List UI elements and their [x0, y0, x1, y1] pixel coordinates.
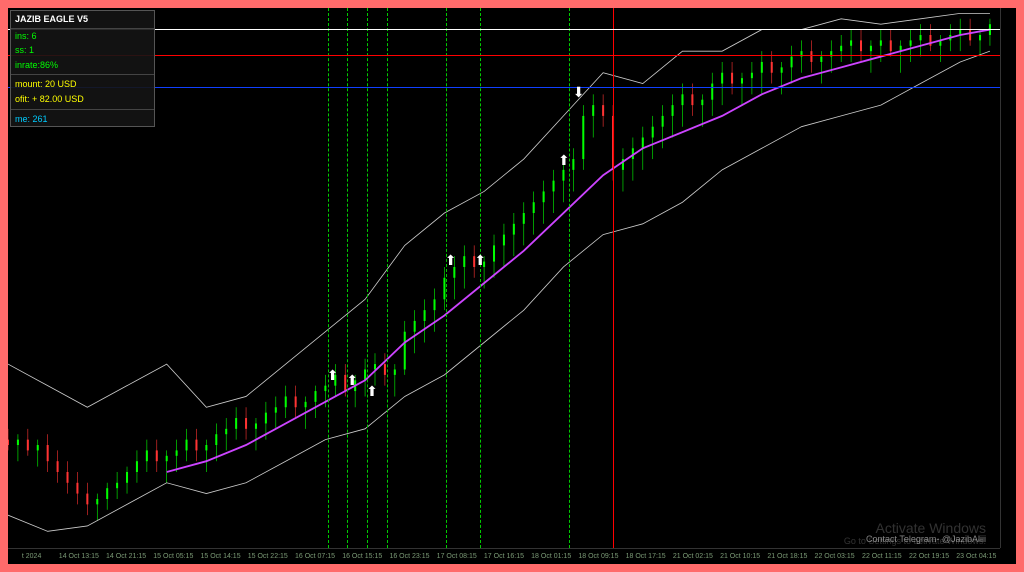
x-axis-tick: 22 Oct 19:15 [905, 553, 952, 560]
arrow-up-icon: ⬆ [558, 152, 570, 169]
info-panel: JAZIB EAGLE V5 ins: 6 ss: 1 inrate:86% m… [10, 10, 155, 127]
info-title: JAZIB EAGLE V5 [11, 11, 154, 29]
x-axis-tick: t 2024 [8, 553, 55, 560]
x-axis-tick: 23 Oct 04:15 [953, 553, 1000, 560]
horizontal-line [8, 29, 1000, 30]
x-axis-tick: 18 Oct 17:15 [622, 553, 669, 560]
signal-line [328, 8, 329, 548]
info-wins: ins: 6 [11, 29, 154, 44]
signal-line [569, 8, 570, 548]
info-profit: ofit: + 82.00 USD [11, 92, 154, 107]
info-time: me: 261 [11, 112, 154, 127]
x-axis-tick: 16 Oct 07:15 [291, 553, 338, 560]
x-axis-tick: 16 Oct 23:15 [386, 553, 433, 560]
info-amount: mount: 20 USD [11, 77, 154, 92]
x-axis-tick: 14 Oct 13:15 [55, 553, 102, 560]
arrow-up-icon: ⬆ [474, 252, 486, 269]
outer-border: ⬆ ⬆ ⬆ ⬆ ⬆ ⬆ ⬇ JAZIB EAGLE V5 ins: 6 ss: 1 inra… [0, 0, 1024, 572]
arrow-up-icon: ⬆ [327, 367, 339, 384]
chart-canvas[interactable] [8, 8, 1016, 564]
horizontal-line [8, 87, 1000, 88]
contact-watermark: Contact Telegram- @JazibAliii [866, 534, 986, 544]
signal-line [367, 8, 368, 548]
info-winrate: inrate:86% [11, 58, 154, 73]
arrow-up-icon: ⬆ [445, 252, 457, 269]
signal-line [387, 8, 388, 548]
x-axis-tick: 15 Oct 22:15 [244, 553, 291, 560]
chart-container[interactable]: ⬆ ⬆ ⬆ ⬆ ⬆ ⬆ ⬇ JAZIB EAGLE V5 ins: 6 ss: 1 inra… [8, 8, 1016, 564]
x-axis-tick: 22 Oct 03:15 [811, 553, 858, 560]
x-axis-tick: 17 Oct 16:15 [480, 553, 527, 560]
x-axis-tick: 21 Oct 10:15 [717, 553, 764, 560]
x-axis-tick: 18 Oct 01:15 [528, 553, 575, 560]
x-axis-tick: 16 Oct 15:15 [339, 553, 386, 560]
signal-line [347, 8, 348, 548]
info-loss: ss: 1 [11, 43, 154, 58]
horizontal-line [8, 55, 1000, 56]
signal-line [480, 8, 481, 548]
x-axis: t 202414 Oct 13:1514 Oct 21:1515 Oct 05:… [8, 548, 1000, 564]
x-axis-tick: 14 Oct 21:15 [102, 553, 149, 560]
x-axis-tick: 22 Oct 11:15 [858, 553, 905, 560]
arrow-down-icon: ⬇ [573, 84, 585, 101]
arrow-up-icon: ⬆ [346, 372, 358, 389]
y-axis [1000, 8, 1016, 548]
signal-line [446, 8, 447, 548]
x-axis-tick: 21 Oct 18:15 [764, 553, 811, 560]
x-axis-tick: 17 Oct 08:15 [433, 553, 480, 560]
arrow-up-icon: ⬆ [366, 383, 378, 400]
cursor-line [613, 8, 614, 548]
x-axis-tick: 15 Oct 05:15 [150, 553, 197, 560]
x-axis-tick: 18 Oct 09:15 [575, 553, 622, 560]
x-axis-tick: 15 Oct 14:15 [197, 553, 244, 560]
x-axis-tick: 21 Oct 02:15 [669, 553, 716, 560]
